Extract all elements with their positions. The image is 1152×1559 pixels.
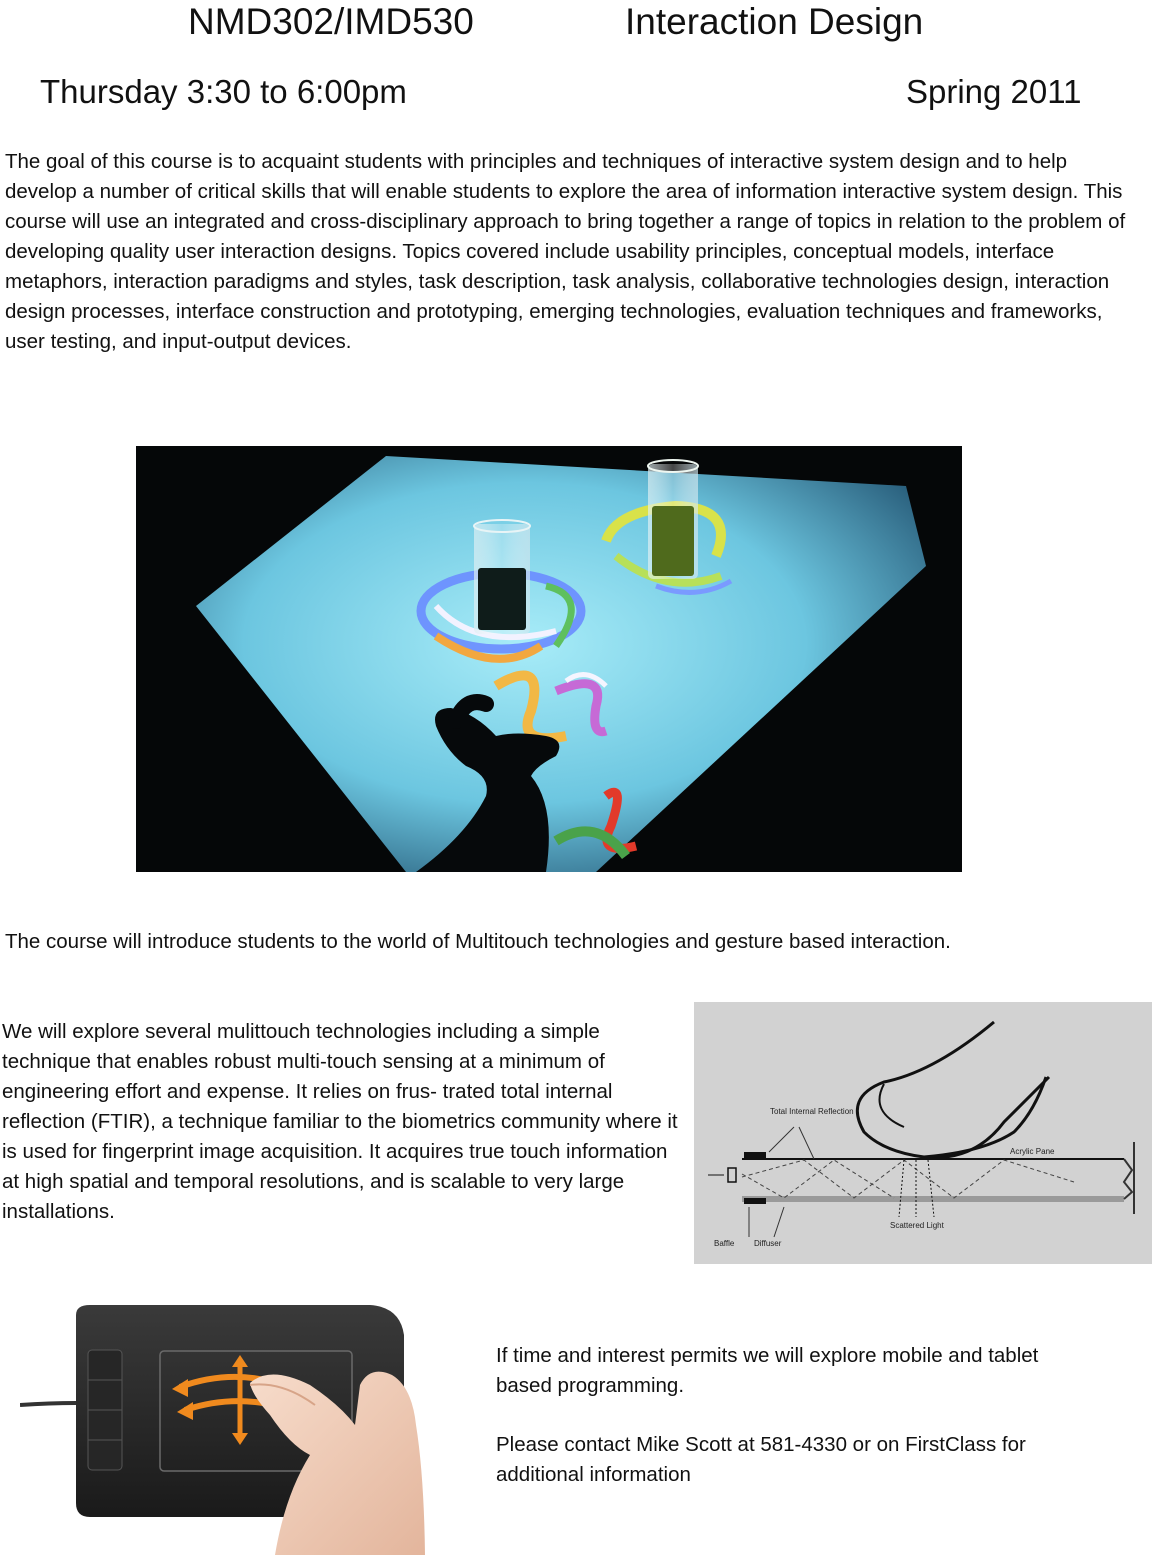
label-scattered-light: Scattered Light xyxy=(890,1221,945,1230)
label-acrylic-pane: Acrylic Pane xyxy=(1010,1147,1055,1156)
label-total-internal-reflection: Total Internal Reflection xyxy=(770,1107,854,1116)
ftir-paragraph: We will explore several mulittouch techn… xyxy=(2,1020,678,1223)
tablet-photo xyxy=(20,1295,440,1555)
contact-paragraph: Please contact Mike Scott at 581-4330 or… xyxy=(496,1433,1026,1486)
ftir-diagram: Total Internal Reflection Acrylic Pane S… xyxy=(694,1002,1152,1264)
intro-paragraph: The goal of this course is to acquaint s… xyxy=(5,150,1126,353)
label-diffuser: Diffuser xyxy=(754,1239,782,1248)
multitouch-paragraph: The course will introduce students to th… xyxy=(5,930,951,953)
label-baffle: Baffle xyxy=(714,1239,735,1248)
course-code: NMD302/IMD530 xyxy=(188,1,474,42)
course-title: Interaction Design xyxy=(625,1,924,42)
schedule: Thursday 3:30 to 6:00pm xyxy=(40,73,407,110)
mobile-paragraph: If time and interest permits we will exp… xyxy=(496,1344,1039,1397)
multitouch-table-photo xyxy=(136,446,962,872)
term: Spring 2011 xyxy=(906,73,1082,110)
